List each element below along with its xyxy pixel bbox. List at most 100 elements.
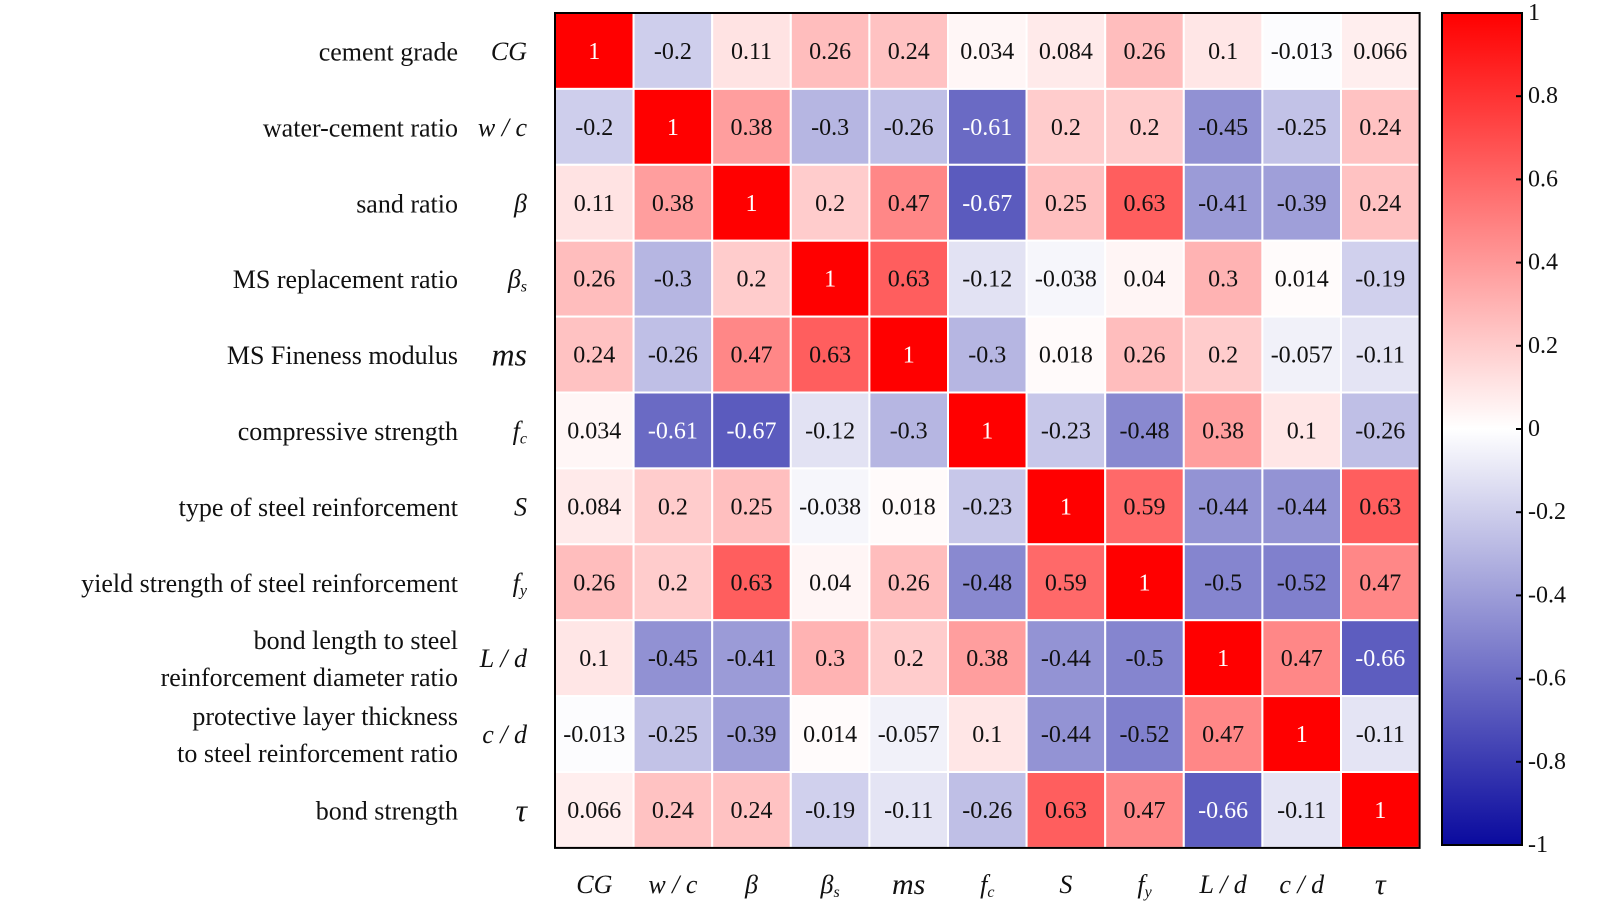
row-label: to steel reinforcement ratio — [177, 739, 458, 768]
cell-value-label: 0.59 — [1124, 494, 1166, 520]
heatmap-cell — [789, 391, 871, 470]
cell-value-label: -0.41 — [727, 646, 777, 672]
heatmap-cell — [947, 467, 1028, 546]
cell-value-label: -0.25 — [1277, 115, 1327, 141]
cell-value-label: 0.2 — [1130, 115, 1160, 141]
cell-value-label: -0.3 — [890, 418, 928, 444]
cell-value-label: -0.52 — [1120, 722, 1170, 748]
matrix-frame — [554, 12, 1421, 849]
cell-value-label: 1 — [667, 115, 679, 141]
cell-value-label: -0.3 — [968, 343, 1006, 369]
cell-value-label: 0.1 — [579, 646, 609, 672]
heatmap-cell — [1261, 87, 1343, 166]
heatmap-cell — [1104, 771, 1185, 849]
heatmap-cell — [632, 315, 714, 394]
cell-value-label: 0.26 — [1124, 343, 1166, 369]
heatmap-cell — [711, 619, 792, 698]
cell-value-label: 0.24 — [573, 343, 615, 369]
cell-value-label: 0.63 — [809, 343, 851, 369]
cell-value-label: -0.52 — [1277, 570, 1327, 596]
heatmap-cell — [947, 771, 1028, 849]
colorbar-tick-label: 0.8 — [1528, 83, 1558, 109]
cell-value-label: 0.2 — [737, 267, 767, 293]
cell-value-label: 0.1 — [1208, 39, 1238, 65]
heatmap-cell — [711, 695, 792, 773]
cell-value-label: -0.61 — [962, 115, 1012, 141]
cell-value-label: 0.38 — [652, 191, 694, 217]
cell-value-label: -0.44 — [1198, 494, 1248, 520]
cell-value-label: -0.057 — [878, 722, 940, 748]
row-symbol: CG — [491, 36, 527, 65]
colorbar-tick-label: 1 — [1528, 0, 1540, 26]
heatmap-cell — [632, 467, 714, 546]
heatmap-cell — [554, 163, 635, 242]
heatmap-cell — [711, 87, 792, 166]
row-label: bond length to steel — [254, 626, 458, 655]
cell-value-label: 0.26 — [573, 570, 615, 596]
cell-value-label: 0.25 — [731, 494, 773, 520]
column-symbol: CG — [576, 870, 612, 899]
cell-value-label: -0.2 — [654, 39, 692, 65]
heatmap-cell — [1182, 771, 1264, 849]
heatmap-cell — [868, 87, 950, 166]
heatmap-cell — [1340, 391, 1421, 470]
heatmap-cell — [789, 239, 871, 318]
cell-value-label: -0.25 — [648, 722, 698, 748]
heatmap-cell — [789, 695, 871, 773]
row-label: yield strength of steel reinforcement — [81, 569, 459, 598]
heatmap-cell — [554, 543, 635, 622]
cell-value-label: 0.25 — [1045, 191, 1087, 217]
column-symbol: τ — [1375, 868, 1387, 901]
cell-value-label: -0.3 — [811, 115, 849, 141]
cell-value-label: -0.12 — [962, 267, 1012, 293]
colorbar-gradient — [1441, 12, 1523, 846]
cell-value-label: -0.19 — [1355, 267, 1405, 293]
heatmap-cell — [1340, 771, 1421, 849]
heatmap-cell — [947, 163, 1028, 242]
cell-value-label: -0.45 — [648, 646, 698, 672]
cell-value-label: -0.26 — [884, 115, 934, 141]
heatmap-cell — [789, 315, 871, 394]
cell-value-label: 0.2 — [658, 494, 688, 520]
cell-value-label: -0.013 — [1271, 39, 1333, 65]
cell-value-label: -0.3 — [654, 267, 692, 293]
cell-value-label: -0.26 — [962, 798, 1012, 824]
heatmap-cell — [868, 163, 950, 242]
cell-value-label: 0.2 — [894, 646, 924, 672]
heatmap-cell — [554, 315, 635, 394]
cell-value-label: 0.2 — [658, 570, 688, 596]
cell-value-label: 0.11 — [731, 39, 772, 65]
heatmap-cell — [947, 695, 1028, 773]
cell-value-label: -0.038 — [799, 494, 861, 520]
cell-value-label: 1 — [588, 39, 600, 65]
cell-value-label: -0.45 — [1198, 115, 1248, 141]
cell-value-label: 0.11 — [574, 191, 615, 217]
cell-value-label: 0.47 — [1202, 722, 1244, 748]
cell-value-label: 0.26 — [888, 570, 930, 596]
column-symbol: βs — [820, 870, 840, 901]
heatmap-cell — [1340, 619, 1421, 698]
cell-value-label: -0.2 — [575, 115, 613, 141]
cell-value-label: 0.066 — [1353, 39, 1407, 65]
cell-value-label: 0.24 — [652, 798, 694, 824]
cell-value-label: 0.24 — [731, 798, 773, 824]
heatmap-cell — [947, 87, 1028, 166]
cell-value-label: 0.26 — [573, 267, 615, 293]
heatmap-cell — [1340, 467, 1421, 546]
colorbar-ticks: 1 0.8 0.6 0.4 0.2 0 -0.2 -0.4 -0.6 -0.8 -1 — [1516, 0, 1566, 858]
row-symbol: βs — [507, 264, 527, 295]
cell-value-label: 0.47 — [1359, 570, 1401, 596]
heatmap-cell — [1182, 315, 1264, 394]
row-labels: cement grade water-cement ratio sand ratio… — [81, 37, 459, 825]
heatmap-cell — [1104, 619, 1185, 698]
heatmap-cell — [1025, 315, 1107, 394]
heatmap-cell — [1261, 619, 1343, 698]
row-label: reinforcement diameter ratio — [161, 663, 458, 692]
heatmap-cell — [1025, 543, 1107, 622]
colorbar-tick-label: -0.6 — [1528, 666, 1566, 692]
colorbar-tick-label: -1 — [1528, 832, 1548, 858]
cell-value-label: 0.38 — [731, 115, 773, 141]
cell-value-label: 1 — [1296, 722, 1308, 748]
cell-value-label: 0.3 — [815, 646, 845, 672]
